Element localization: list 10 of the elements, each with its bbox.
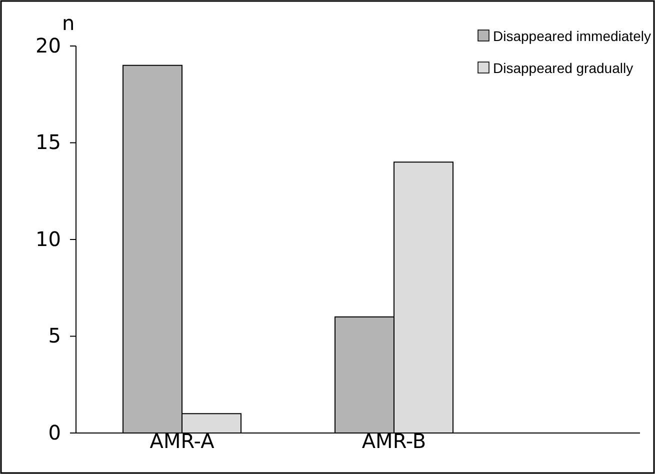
y-tick-label: 0 bbox=[48, 420, 61, 444]
y-tick-label: 20 bbox=[36, 33, 61, 58]
x-tick-label: AMR-B bbox=[362, 429, 426, 453]
legend-label: Disappeared immediately bbox=[493, 28, 651, 44]
y-tick-label: 15 bbox=[36, 130, 61, 154]
x-tick-label: AMR-A bbox=[150, 429, 215, 453]
y-tick-label: 10 bbox=[36, 226, 61, 251]
y-tick-label: 5 bbox=[48, 324, 61, 348]
y-axis-title: n bbox=[62, 11, 75, 35]
legend-label: Disappeared gradually bbox=[493, 60, 634, 76]
